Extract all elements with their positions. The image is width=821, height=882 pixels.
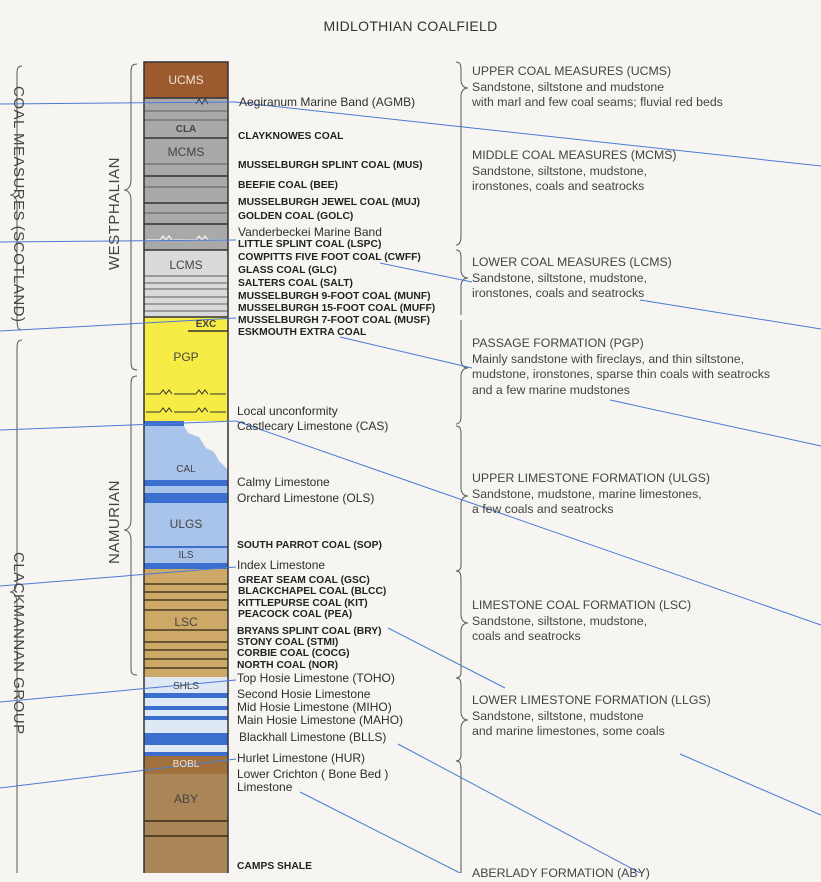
formation-line: Sandstone, siltstone, mudstone,	[472, 163, 647, 178]
layer-label: Aegiranum Marine Band (AGMB)	[239, 95, 416, 109]
formation-name: LOWER LIMESTONE FORMATION (LLGS)	[472, 693, 711, 707]
layer-label: STONY COAL (STMI)	[237, 637, 339, 648]
layer-label: GREAT SEAM COAL (GSC)	[238, 575, 370, 586]
layer-label: Vanderbeckei Marine Band	[238, 225, 382, 239]
formation-line: coals and seatrocks	[472, 629, 581, 643]
formation-line: a few coals and seatrocks	[472, 502, 614, 516]
unit-label-cla: CLA	[175, 124, 197, 135]
clackmannan-group-label: CLACKMANNAN GROUP	[10, 552, 27, 735]
formation-line: Sandstone, siltstone, mudstone	[472, 708, 644, 723]
formation-line: ironstones, coals and seatrocks	[472, 286, 645, 300]
layer-label: SOUTH PARROT COAL (SOP)	[237, 540, 382, 551]
layer-label: GOLDEN COAL (GOLC)	[238, 211, 354, 222]
layer-label: Top Hosie Limestone (TOHO)	[237, 671, 395, 685]
layer-label: Orchard Limestone (OLS)	[237, 491, 375, 505]
layer-label: SALTERS COAL (SALT)	[238, 278, 353, 289]
layer-label: LITTLE SPLINT COAL (LSPC)	[238, 239, 382, 250]
layer-label: Blackhall Limestone (BLLS)	[239, 730, 387, 744]
unit-label-exc: EXC	[195, 319, 217, 330]
layer-label: Index Limestone	[237, 558, 326, 572]
formation-line: Sandstone, siltstone and mudstone	[472, 79, 665, 94]
westphalian-stage-label: WESTPHALIAN	[106, 156, 123, 270]
layer-label: ESKMOUTH EXTRA COAL	[238, 327, 367, 338]
layer-label: Local unconformity	[237, 404, 338, 418]
right-braces	[455, 61, 469, 873]
layer-label: BEEFIE COAL (BEE)	[238, 180, 338, 191]
diagram-title: MIDLOTHIAN COALFIELD	[323, 18, 498, 34]
aby-stratum	[144, 774, 228, 873]
formation-name: PASSAGE FORMATION (PGP)	[472, 336, 644, 350]
formation-line: Mainly sandstone with fireclays, and thi…	[472, 351, 745, 366]
layer-label: NORTH COAL (NOR)	[237, 660, 339, 671]
layer-label: Lower Crichton ( Bone Bed )	[237, 767, 389, 781]
formation-description: UPPER COAL MEASURES (UCMS) Sandstone, si…	[472, 64, 723, 111]
unit-label-bobl: BOBL	[172, 759, 200, 770]
layer-label: Castlecary Limestone (CAS)	[237, 419, 389, 433]
formation-line: Sandstone, siltstone, mudstone,	[472, 613, 647, 628]
coal-measures-group-label: COAL MEASURES (SCOTLAND)	[10, 86, 27, 323]
unit-label-lsc: LSC	[174, 615, 198, 629]
column-outline	[143, 61, 229, 873]
formation-description: LOWER LIMESTONE FORMATION (LLGS) Sandsto…	[472, 693, 711, 740]
unit-label-ucms: UCMS	[168, 73, 204, 87]
leader-lines	[0, 101, 821, 873]
formation-description: UPPER LIMESTONE FORMATION (ULGS) Sandsto…	[472, 471, 710, 518]
cal-unconformity-notch	[181, 421, 228, 470]
lsc-coal-lines	[144, 583, 228, 837]
pgp-stratum	[144, 317, 228, 421]
layer-label: COWPITTS FIVE FOOT COAL (CWFF)	[238, 252, 421, 263]
unit-label-mcms: MCMS	[167, 145, 205, 159]
layer-label: CORBIE COAL (COCG)	[237, 648, 350, 659]
layer-label: MUSSELBURGH 9-FOOT COAL (MUNF)	[238, 291, 431, 302]
formation-name: LIMESTONE COAL FORMATION (LSC)	[472, 598, 692, 612]
formation-description: LOWER COAL MEASURES (LCMS) Sandstone, si…	[472, 255, 672, 302]
formation-line: Sandstone, siltstone, mudstone,	[472, 270, 647, 285]
formation-description: ABERLADY FORMATION (ABY)	[472, 866, 650, 882]
layer-label: MUSSELBURGH 15-FOOT COAL (MUFF)	[238, 303, 436, 314]
layer-label: Main Hosie Limestone (MAHO)	[237, 713, 404, 727]
unit-label-lcms: LCMS	[169, 258, 203, 272]
layer-label: Limestone	[237, 780, 293, 794]
ucms-stratum	[144, 62, 228, 98]
layer-label: Hurlet Limestone (HUR)	[237, 751, 366, 765]
unit-label-ulgs: ULGS	[169, 517, 203, 531]
unit-label-shls: SHLS	[172, 681, 200, 692]
layer-label: BRYANS SPLINT COAL (BRY)	[237, 626, 382, 637]
layer-label: KITTLEPURSE COAL (KIT)	[238, 598, 368, 609]
layer-label: MUSSELBURGH 7-FOOT COAL (MUSF)	[238, 315, 431, 326]
layer-label: CAMPS SHALE	[237, 861, 312, 872]
layer-label: Mid Hosie Limestone (MIHO)	[237, 700, 392, 714]
formation-description: PASSAGE FORMATION (PGP) Mainly sandstone…	[472, 336, 770, 398]
formation-name: MIDDLE COAL MEASURES (MCMS)	[472, 148, 677, 162]
formation-name: UPPER COAL MEASURES (UCMS)	[472, 64, 672, 78]
column-bands	[144, 97, 228, 332]
layer-label: CLAYKNOWES COAL	[238, 131, 344, 142]
unit-label-aby: ABY	[173, 792, 198, 806]
unit-label-ils: ILS	[178, 550, 194, 561]
layer-label: MUSSELBURGH JEWEL COAL (MUJ)	[238, 197, 421, 208]
formation-line: ironstones, coals and seatrocks	[472, 179, 645, 193]
formation-line: Sandstone, mudstone, marine limestones,	[472, 486, 702, 501]
formation-line: and marine limestones, some coals	[472, 724, 665, 738]
mcms-stratum	[144, 98, 228, 250]
unit-label-cal: CAL	[176, 464, 196, 475]
formation-description: MIDDLE COAL MEASURES (MCMS) Sandstone, s…	[472, 148, 677, 195]
layer-label: BLACKCHAPEL COAL (BLCC)	[238, 586, 387, 597]
left-brackets	[9, 63, 138, 873]
namurian-stage-label: NAMURIAN	[106, 479, 123, 564]
layer-label: PEACOCK COAL (PEA)	[238, 609, 353, 620]
formation-line: and a few marine mudstones	[472, 382, 630, 397]
formation-name: UPPER LIMESTONE FORMATION (ULGS)	[472, 471, 710, 485]
layer-label: Second Hosie Limestone	[237, 687, 371, 701]
layer-label: Calmy Limestone	[237, 475, 330, 489]
formation-line: with marl and few coal seams; fluvial re…	[472, 95, 723, 109]
formation-name: LOWER COAL MEASURES (LCMS)	[472, 255, 672, 269]
layer-label: MUSSELBURGH SPLINT COAL (MUS)	[238, 160, 423, 171]
formation-name: ABERLADY FORMATION (ABY)	[472, 866, 650, 880]
layer-label: GLASS COAL (GLC)	[238, 265, 337, 276]
unit-label-pgp: PGP	[173, 350, 199, 364]
formation-description: LIMESTONE COAL FORMATION (LSC) Sandstone…	[472, 598, 691, 645]
formation-line: mudstone, ironstones, sparse thin coals …	[472, 367, 771, 381]
